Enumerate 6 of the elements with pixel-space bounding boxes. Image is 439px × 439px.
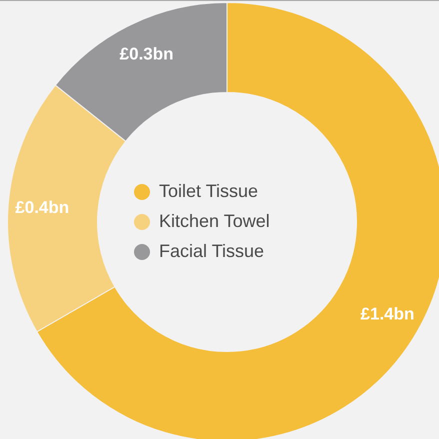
data-label: £0.3bn xyxy=(120,44,174,64)
legend-label: Kitchen Towel xyxy=(159,210,270,231)
legend-label: Toilet Tissue xyxy=(159,180,258,201)
data-label: £1.4bn xyxy=(360,304,414,324)
data-label: £0.4bn xyxy=(15,198,70,217)
legend-label: Facial Tissue xyxy=(159,240,264,261)
